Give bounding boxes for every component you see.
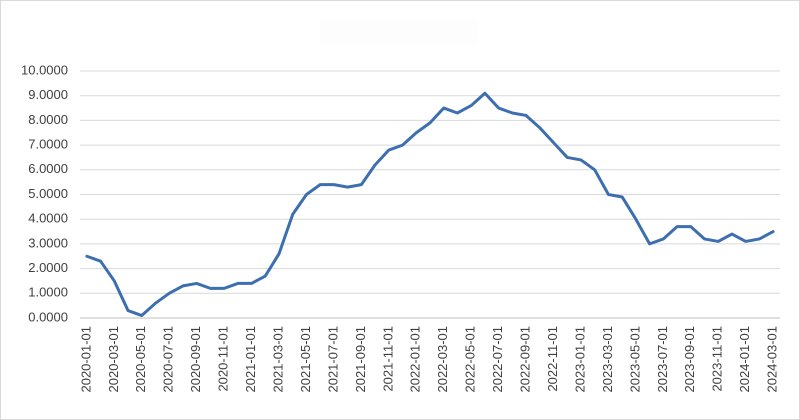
y-tick-label: 0.0000: [28, 309, 68, 324]
y-tick-label: 10.0000: [21, 62, 68, 77]
x-tick-label: 2022-01-01: [408, 326, 423, 393]
y-tick-label: 2.0000: [28, 260, 68, 275]
x-tick-label: 2021-05-01: [298, 326, 313, 393]
data-line: [85, 91, 775, 318]
x-tick-label: 2022-09-01: [518, 326, 533, 393]
x-tick-label: 2022-11-01: [545, 326, 560, 392]
x-tick-label: 2021-09-01: [353, 326, 368, 393]
y-tick-label: 5.0000: [28, 186, 68, 201]
x-tick-label: 2023-05-01: [627, 326, 642, 393]
x-tick-label: 2023-07-01: [655, 326, 670, 393]
x-tick-label: 2021-03-01: [270, 326, 285, 393]
x-tick-label: 2024-03-01: [765, 326, 780, 393]
x-tick-label: 2020-03-01: [106, 326, 121, 393]
x-tick-label: 2023-11-01: [710, 326, 725, 392]
x-tick-label: 2021-11-01: [380, 326, 395, 392]
y-tick-label: 6.0000: [28, 161, 68, 176]
x-tick-label: 2021-07-01: [325, 326, 340, 393]
x-tick-label: 2021-01-01: [243, 326, 258, 393]
y-tick-label: 4.0000: [28, 211, 68, 226]
x-tick-label: 2022-05-01: [463, 326, 478, 393]
y-tick-label: 3.0000: [28, 235, 68, 250]
x-tick-label: 2020-09-01: [188, 326, 203, 393]
y-tick-label: 7.0000: [28, 137, 68, 152]
y-tick-label: 1.0000: [28, 285, 68, 300]
x-tick-label: 2020-07-01: [161, 326, 176, 393]
x-tick-label: 2020-01-01: [78, 326, 93, 393]
y-tick-label: 8.0000: [28, 112, 68, 127]
title-box: [320, 18, 478, 46]
x-tick-label: 2020-05-01: [133, 326, 148, 393]
x-tick-label: 2020-11-01: [216, 326, 231, 392]
y-tick-label: 9.0000: [28, 87, 68, 102]
x-tick-label: 2023-03-01: [600, 326, 615, 393]
x-tick-label: 2023-09-01: [682, 326, 697, 393]
x-tick-label: 2022-03-01: [435, 326, 450, 393]
x-tick-label: 2023-01-01: [572, 326, 587, 393]
x-tick-label: 2024-01-01: [737, 326, 752, 393]
x-tick-label: 2022-07-01: [490, 326, 505, 393]
